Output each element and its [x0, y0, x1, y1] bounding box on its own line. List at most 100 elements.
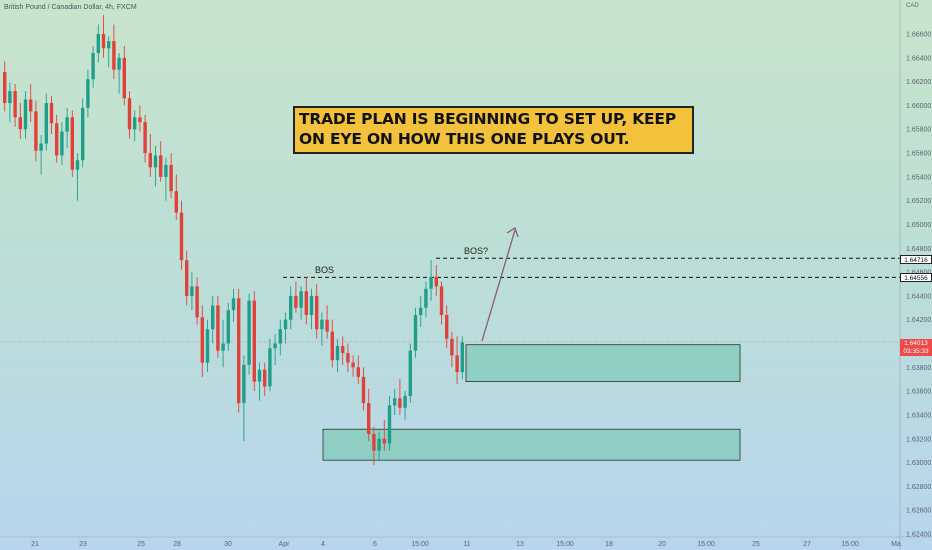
- candle-body: [398, 398, 402, 408]
- candle-body: [450, 338, 454, 356]
- time-tick-label: 15:00: [411, 541, 429, 548]
- candle-body: [211, 305, 215, 330]
- time-tick-label: 21: [31, 541, 39, 548]
- candles-layer: [3, 14, 464, 465]
- candle-body: [86, 79, 90, 108]
- candle-body: [221, 343, 225, 351]
- candle-body: [231, 298, 236, 311]
- symbol-title: British Pound / Canadian Dollar, 4h, FXC…: [4, 4, 137, 11]
- price-tick-label: 1.66400: [906, 55, 931, 62]
- candle-body: [335, 345, 340, 361]
- time-tick-label: 15:00: [556, 541, 574, 548]
- candle-body: [195, 286, 199, 318]
- time-tick-label: 27: [803, 541, 811, 548]
- candle-body: [96, 34, 100, 54]
- price-tick-label: 1.62400: [906, 532, 931, 539]
- price-tick-label: 1.66200: [906, 79, 931, 86]
- price-tick-label: 1.65800: [906, 127, 931, 134]
- candle-body: [309, 295, 314, 315]
- bos-label-right: BOS?: [464, 246, 489, 256]
- candle-body: [315, 295, 319, 330]
- candle-body: [320, 319, 324, 330]
- time-tick-label: 23: [79, 541, 87, 548]
- candle-body: [185, 260, 189, 296]
- price-tick-label: 1.63000: [906, 460, 931, 467]
- candle-body: [39, 143, 43, 151]
- candle-body: [34, 111, 38, 151]
- candle-body: [460, 342, 464, 373]
- trade-note-box[interactable]: TRADE PLAN IS BEGINNING TO SET UP, KEEP …: [293, 106, 694, 154]
- candle-body: [304, 291, 308, 315]
- candle-body: [341, 345, 345, 354]
- candle-body: [23, 99, 28, 130]
- candle-body: [127, 98, 132, 130]
- candle-body: [439, 286, 444, 315]
- candle-body: [138, 117, 142, 123]
- candle-body: [346, 353, 350, 363]
- candle-body: [65, 117, 69, 132]
- candle-body: [372, 434, 376, 451]
- candle-body: [361, 376, 366, 404]
- candle-body: [101, 34, 106, 49]
- candle-body: [112, 41, 116, 70]
- candle-body: [247, 300, 251, 365]
- price-tick-label: 1.65200: [906, 198, 931, 205]
- candle-body: [60, 131, 64, 156]
- time-tick-label: 28: [173, 541, 181, 548]
- price-tick-label: 1.63600: [906, 389, 931, 396]
- candle-body: [429, 276, 433, 289]
- trade-note-line-1: TRADE PLAN IS BEGINNING TO SET UP, KEEP: [299, 110, 676, 128]
- demand-zone-upper[interactable]: [465, 344, 741, 383]
- candle-body: [226, 310, 230, 344]
- candle-body: [70, 117, 74, 170]
- candle-body: [377, 438, 381, 451]
- projection-arrow-head: [506, 227, 519, 238]
- price-tick-label: 1.64400: [906, 293, 931, 300]
- candle-body: [122, 57, 126, 99]
- candle-body: [153, 155, 158, 168]
- price-tick-label: 1.62800: [906, 484, 931, 491]
- price-axis[interactable]: 1.66600 1.66400 1.66200 1.66000 1.65800 1.656…: [899, 0, 931, 550]
- price-tick-label: 1.65400: [906, 174, 931, 181]
- level-high-price-tag: 1.64716: [900, 255, 932, 264]
- candle-body: [75, 160, 80, 170]
- demand-zone-lower[interactable]: [322, 428, 741, 461]
- candle-body: [216, 305, 220, 351]
- time-tick-label: Ma: [891, 541, 901, 548]
- time-tick-label: 20: [658, 541, 666, 548]
- price-tick-label: 1.63400: [906, 412, 931, 419]
- candle-body: [164, 164, 168, 177]
- candle-body: [278, 329, 282, 344]
- levels-layer: [0, 257, 900, 343]
- arrow-layer: [481, 227, 519, 342]
- time-tick-label: 11: [463, 541, 470, 548]
- candle-body: [299, 291, 303, 308]
- candle-body: [91, 53, 95, 80]
- candle-body: [190, 286, 194, 296]
- time-tick-label: 18: [605, 541, 613, 548]
- price-tick-label: 1.63200: [906, 436, 931, 443]
- candle-body: [445, 314, 449, 339]
- current-price-tag: 1.64013: [900, 339, 932, 348]
- candle-body: [159, 155, 163, 177]
- candle-body: [413, 314, 418, 351]
- candle-body: [283, 319, 288, 330]
- price-tick-label: 1.63800: [906, 365, 931, 372]
- candle-body: [143, 122, 147, 154]
- level-low-price-tag: 1.64556: [900, 273, 932, 282]
- candle-body: [179, 212, 184, 261]
- candle-body: [117, 57, 121, 70]
- candle-body: [44, 103, 48, 144]
- time-tick-label: 15:00: [697, 541, 715, 548]
- price-tick-label: 1.65000: [906, 222, 931, 229]
- candle-body: [8, 91, 12, 104]
- time-tick-label: 25: [137, 541, 145, 548]
- trade-note-line-2: ON EYE ON HOW THIS ONE PLAYS OUT.: [299, 130, 630, 148]
- projection-arrow[interactable]: [481, 229, 516, 342]
- time-axis[interactable]: 21 23 25 28 30 Apr 4 6 15:00 11 13 15:00 18 20 15:00 25…: [0, 536, 932, 548]
- bar-countdown-tag: 03:35:33: [900, 347, 932, 356]
- candle-body: [148, 153, 152, 168]
- candle-body: [55, 123, 59, 156]
